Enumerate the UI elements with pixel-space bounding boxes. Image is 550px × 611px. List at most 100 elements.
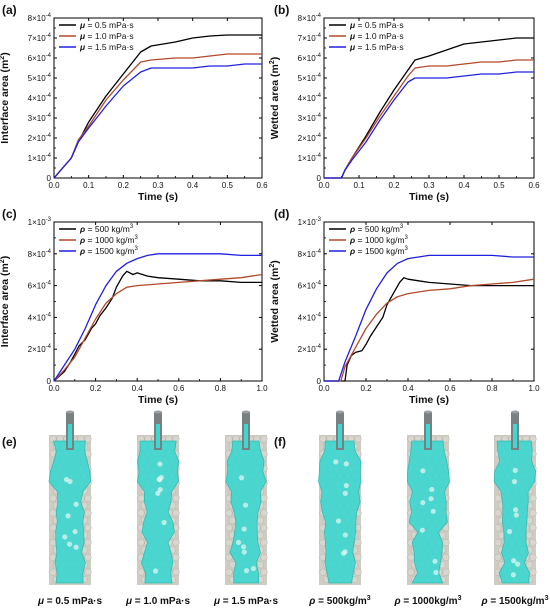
legend-value: = 1500 kg/m — [355, 246, 404, 256]
particle-highlight — [513, 507, 519, 513]
legend-symbol: ρ — [79, 224, 85, 234]
particle — [494, 553, 502, 561]
particle — [225, 568, 233, 576]
x-tick-label: 0.6 — [444, 384, 456, 393]
particle-highlight — [152, 568, 159, 574]
particle — [49, 494, 57, 502]
particle-highlight — [343, 461, 349, 467]
series-line-3 — [53, 63, 262, 179]
legend-entry: μ = 1.5 mPa·s — [79, 42, 134, 52]
y-tick-label: 6×10-4 — [298, 281, 322, 291]
y-tick-exp: -3 — [46, 217, 52, 223]
legend-symbol: μ — [79, 42, 86, 52]
particle — [84, 539, 92, 547]
particle-highlight — [342, 532, 348, 538]
caption-value: = 1.0 mPa·s — [132, 596, 191, 607]
y-tick-exp: -4 — [46, 249, 52, 255]
particle — [137, 539, 145, 547]
x-tick-label: 0.8 — [486, 384, 498, 393]
x-tick-label: 0.2 — [388, 181, 400, 190]
particle — [172, 539, 180, 547]
particle-highlight — [342, 549, 348, 555]
particle — [49, 509, 57, 517]
caption-value: = 1000kg/m — [401, 596, 458, 607]
particle — [260, 509, 268, 517]
snapshot-caption: ρ = 1000kg/m3 — [394, 595, 462, 607]
x-tick-label: 0.5 — [222, 181, 234, 190]
series-line-1 — [324, 277, 534, 382]
particle-highlight — [512, 467, 518, 473]
needle-fluid — [513, 424, 517, 448]
particle-highlight — [428, 496, 434, 502]
y-tick-exp: -4 — [316, 153, 322, 159]
x-tick-label: 0.2 — [118, 181, 130, 190]
particle — [49, 539, 57, 547]
y-tick-base: 2×10 — [28, 134, 47, 143]
legend-value: = 1.0 mPa·s — [355, 31, 403, 41]
particle — [225, 509, 233, 517]
particle — [319, 435, 327, 443]
particle — [84, 524, 92, 532]
particle — [494, 524, 502, 532]
x-tick-label: 0.0 — [48, 384, 60, 393]
legend-symbol: ρ — [79, 235, 85, 245]
snapshot-caption: μ = 0.5 mPa·s — [37, 596, 103, 607]
particle — [172, 568, 180, 576]
particle — [407, 568, 415, 576]
particle — [228, 516, 237, 524]
y-tick-exp: -4 — [316, 281, 322, 287]
legend-symbol: μ — [349, 31, 356, 41]
y-tick-base: 3×10 — [298, 114, 317, 123]
y-tick-label: 4×10-4 — [298, 312, 322, 322]
series-line-3 — [324, 254, 534, 382]
y-tick-label: 8×10-4 — [28, 249, 52, 259]
particle-highlight — [62, 534, 68, 540]
x-tick-label: 0.3 — [152, 181, 164, 190]
y-tick-label: 1×10-3 — [298, 217, 322, 227]
particle-highlight — [67, 478, 73, 485]
caption-symbol: μ — [37, 596, 44, 607]
particle-highlight — [157, 477, 163, 483]
y-tick-exp: -4 — [46, 53, 52, 59]
legend-entry: ρ = 1500 kg/m3 — [349, 246, 409, 256]
y-tick-base: 5×10 — [298, 74, 317, 83]
particle-highlight — [432, 558, 438, 564]
y-tick-exp: -4 — [316, 33, 322, 39]
chart-a: (a)0.0 0.1 0.2 0.3 0.4 0.5 0.601×10-42×10-43×1… — [0, 3, 268, 203]
particle — [529, 524, 537, 532]
snapshot-caption: μ = 1.5 mPa·s — [213, 596, 279, 607]
x-tick-label: 0.4 — [132, 384, 144, 393]
particle — [354, 539, 362, 547]
y-tick-exp: -4 — [46, 312, 52, 318]
y-tick-exp: -4 — [46, 73, 52, 79]
fluid-region — [225, 440, 267, 584]
needle-fluid — [426, 424, 430, 448]
particle-highlight — [506, 528, 513, 535]
panel-label: (c) — [2, 207, 17, 221]
y-tick-base: 4×10 — [28, 94, 47, 103]
y-tick-base: 3×10 — [28, 114, 47, 123]
particle-highlight — [343, 482, 349, 489]
particle — [84, 509, 92, 517]
particle — [442, 539, 450, 547]
y-tick-exp: -4 — [316, 53, 322, 59]
legend-sup: 3 — [135, 235, 139, 241]
particle-highlight — [420, 468, 426, 474]
x-tick-label: 0.2 — [90, 384, 102, 393]
particle — [137, 509, 145, 517]
caption-symbol: ρ — [394, 596, 401, 607]
y-tick-base: 0 — [47, 174, 52, 183]
x-axis-title: Time (s) — [409, 394, 449, 406]
legend-entry: ρ = 1000 kg/m3 — [349, 235, 409, 245]
needle-top — [336, 410, 344, 414]
y-tick-exp: -4 — [46, 113, 52, 119]
legend-entry: μ = 0.5 mPa·s — [349, 20, 404, 30]
particle — [225, 435, 233, 443]
snapshot-caption: μ = 1.0 mPa·s — [125, 596, 191, 607]
y-axis-title-sup: 2 — [0, 56, 6, 60]
panel-label: (b) — [274, 3, 289, 17]
y-axis-title-end: ) — [0, 52, 11, 56]
y-tick-exp: -4 — [316, 73, 322, 79]
y-tick-exp: -4 — [46, 281, 52, 287]
legend-entry: μ = 1.0 mPa·s — [79, 31, 134, 41]
